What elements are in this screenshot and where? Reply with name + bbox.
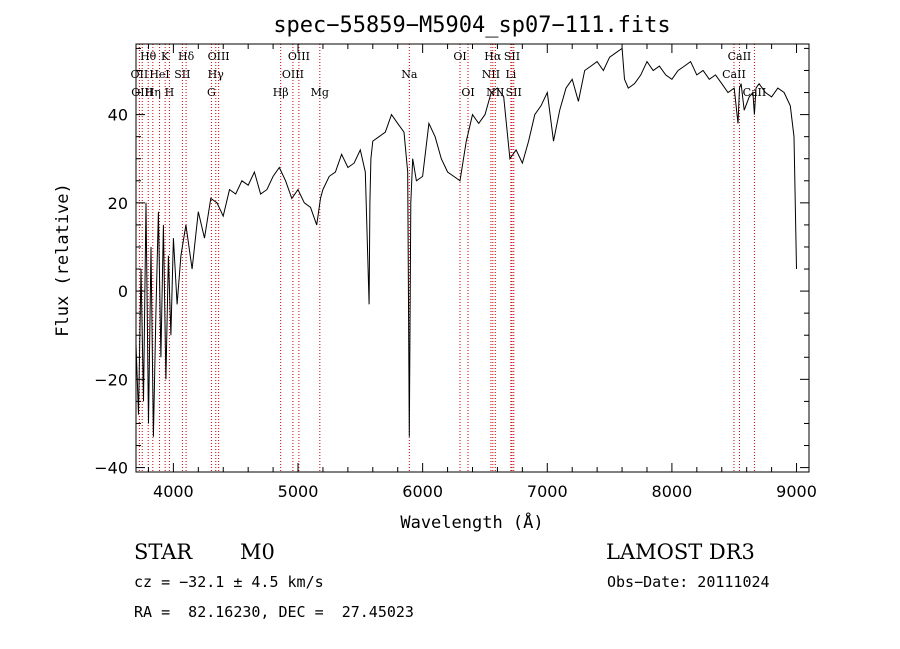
survey-name: LAMOST DR3	[606, 540, 755, 564]
line-label: G	[207, 86, 216, 99]
line-label: Hη	[145, 86, 161, 99]
line-label: OIII	[208, 50, 230, 63]
line-label: OIII	[288, 50, 310, 63]
line-label: OI	[453, 50, 466, 63]
line-label: Hα	[484, 50, 502, 63]
plot-frame	[135, 43, 810, 473]
line-label: Li	[505, 68, 516, 81]
spectrum-line	[135, 47, 797, 437]
line-label: Hθ	[140, 50, 157, 63]
line-label: SII	[506, 86, 522, 99]
line-label: CaII	[722, 68, 746, 81]
line-label: K	[161, 50, 170, 63]
x-tick-label: 5000	[278, 482, 319, 501]
line-label: OI	[461, 86, 474, 99]
line-label: Mg	[311, 86, 329, 99]
redshift-cz: cz = −32.1 ± 4.5 km/s	[134, 573, 324, 591]
y-axis-label: Flux (relative)	[53, 183, 73, 337]
line-label: Na	[401, 68, 418, 81]
line-label: CaII	[728, 50, 752, 63]
object-class: STAR	[134, 540, 193, 564]
y-tick-label: −40	[94, 459, 128, 478]
chart-title: spec−55859−M5904_sp07−111.fits	[273, 13, 670, 38]
x-tick-label: 8000	[652, 482, 693, 501]
line-label: OIII	[282, 68, 304, 81]
x-axis: 4000 5000 6000 7000 8000 9000	[147, 44, 817, 501]
line-label: Hγ	[208, 68, 225, 81]
line-label: CaII	[743, 86, 767, 99]
line-label: NII	[482, 68, 500, 81]
line-label: OII	[131, 68, 149, 81]
object-subclass: M0	[240, 540, 275, 564]
line-label: SII	[174, 68, 190, 81]
line-markers	[138, 44, 755, 472]
line-label: Hβ	[273, 86, 289, 99]
x-tick-label: 7000	[527, 482, 568, 501]
y-tick-label: 20	[108, 194, 128, 213]
line-label: H	[165, 86, 175, 99]
line-label: OIII	[131, 86, 153, 99]
x-tick-label: 4000	[153, 482, 194, 501]
x-axis-label: Wavelength (Å)	[400, 511, 543, 533]
x-tick-label: 9000	[776, 482, 817, 501]
observation-date: Obs−Date: 20111024	[607, 573, 770, 591]
line-label: HeI	[149, 68, 169, 81]
y-tick-label: −20	[94, 370, 128, 389]
y-tick-label: 40	[108, 106, 128, 125]
line-label: SII	[504, 50, 520, 63]
y-tick-label: 0	[118, 282, 128, 301]
coordinates-ra-dec: RA = 82.16230, DEC = 27.45023	[134, 603, 414, 621]
line-label: Hδ	[178, 50, 195, 63]
line-label: NII	[486, 86, 504, 99]
x-tick-label: 6000	[402, 482, 443, 501]
y-axis: −40 −20 0 20 40	[94, 47, 809, 478]
